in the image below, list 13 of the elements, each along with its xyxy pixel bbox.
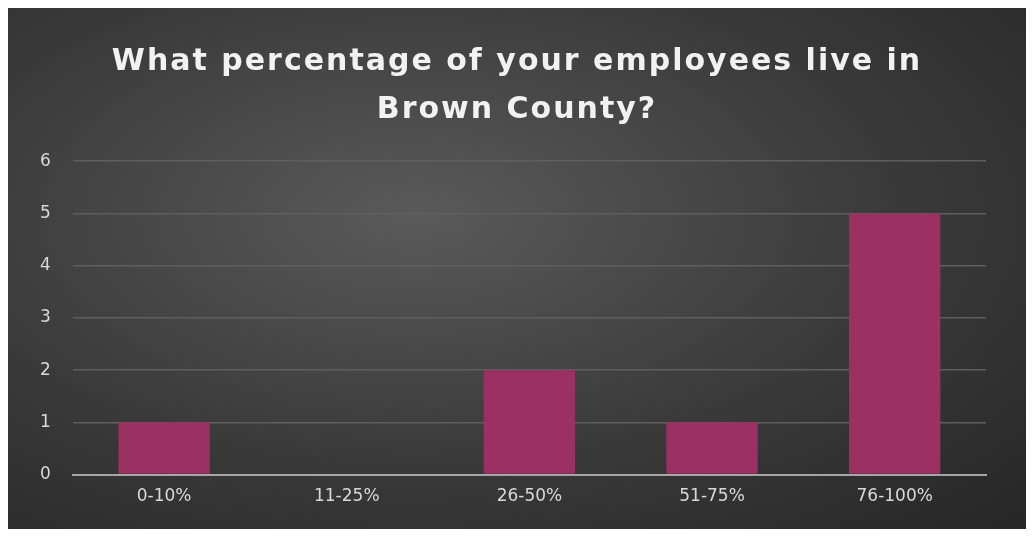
x-tick-label: 51-75% — [679, 485, 745, 506]
x-tick-label: 76-100% — [856, 485, 933, 506]
y-tick-label: 0 — [39, 463, 51, 484]
y-tick-label: 5 — [39, 201, 51, 222]
x-tick-label: 0-10% — [136, 485, 192, 506]
y-tick-label: 1 — [39, 410, 51, 431]
y-tick-label: 3 — [39, 306, 51, 327]
y-tick-label: 4 — [39, 254, 51, 275]
x-tick-label: 26-50% — [496, 485, 563, 506]
y-tick-label: 2 — [39, 358, 51, 379]
x-tick-label: 11-25% — [313, 485, 380, 506]
chart-title: What percentage of your employees live in Brown County? — [110, 41, 924, 127]
y-tick-label: 6 — [39, 149, 51, 170]
